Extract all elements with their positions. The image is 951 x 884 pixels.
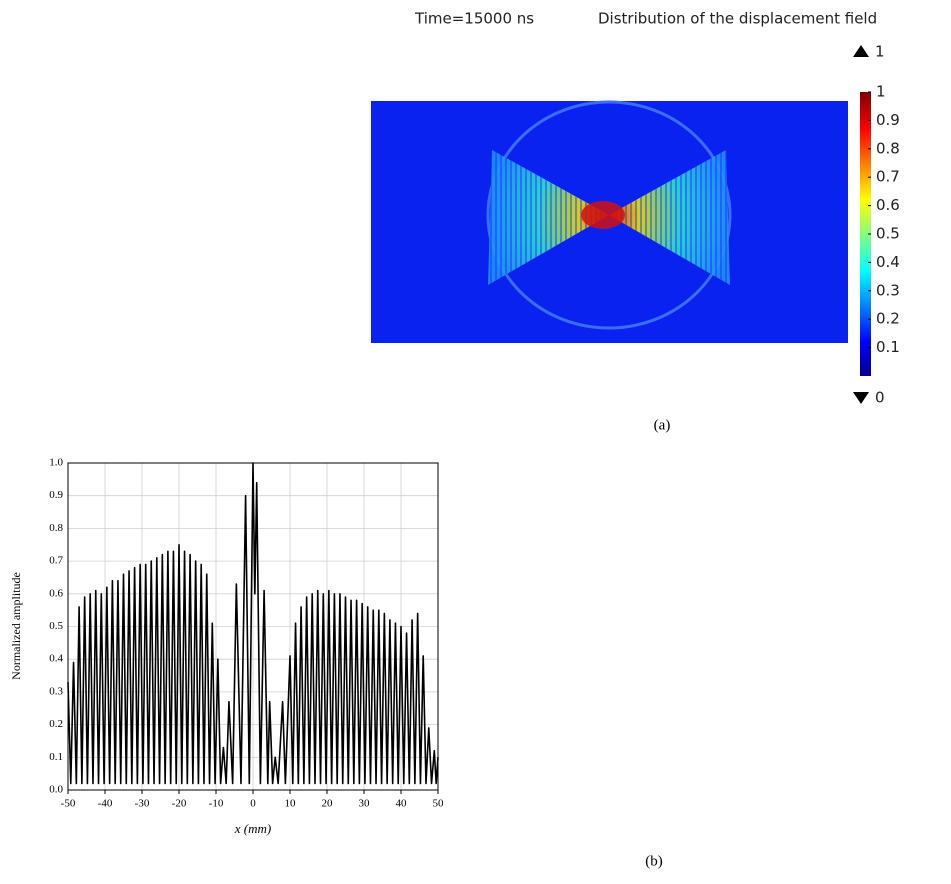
y-tick-label: 0.9 bbox=[49, 489, 63, 501]
y-tick-label: 0.7 bbox=[49, 555, 63, 567]
x-tick-label: -20 bbox=[172, 798, 187, 810]
min-label: 0 bbox=[875, 389, 885, 407]
x-tick-label: -30 bbox=[135, 798, 150, 810]
y-tick-label: 0.2 bbox=[49, 718, 63, 730]
colorbar-tick-label: 0.3 bbox=[876, 281, 900, 299]
max-marker bbox=[853, 45, 869, 57]
colorbar-tick-label: 0.1 bbox=[876, 338, 900, 356]
x-tick-label: -50 bbox=[61, 798, 76, 810]
field-subtitle: Distribution of the displacement field bbox=[598, 10, 877, 28]
x-tick-label: -40 bbox=[98, 798, 113, 810]
colorbar-tick-label: 1 bbox=[876, 83, 886, 101]
page-body: {"chart_data": [ {"type": "field", "titl… bbox=[0, 0, 951, 884]
x-tick-label: 40 bbox=[396, 798, 408, 810]
x-axis-label: x (mm) bbox=[234, 821, 271, 836]
max-label: 1 bbox=[875, 43, 885, 61]
x-tick-label: -10 bbox=[209, 798, 224, 810]
caption-a: (a) bbox=[654, 417, 671, 433]
focus-spot bbox=[581, 201, 625, 229]
y-tick-label: 0.6 bbox=[49, 587, 63, 599]
x-tick-label: 0 bbox=[250, 798, 256, 810]
colorbar-tick-label: 0.2 bbox=[876, 310, 900, 328]
x-tick-label: 20 bbox=[322, 798, 334, 810]
field-title: Time=15000 ns bbox=[414, 10, 534, 28]
caption-b: (b) bbox=[645, 853, 663, 869]
page: Displacement field figure body { margin:… bbox=[0, 0, 951, 884]
min-marker bbox=[853, 392, 869, 404]
x-tick-label: 30 bbox=[359, 798, 371, 810]
colorbar-tick-label: 0.7 bbox=[876, 168, 900, 186]
y-tick-label: 0.3 bbox=[49, 685, 63, 697]
figure: Time=15000 ns Distribution of the displa… bbox=[0, 0, 951, 884]
y-tick-label: 0.8 bbox=[49, 522, 63, 534]
colorbar-tick-label: 0.9 bbox=[876, 111, 900, 129]
colorbar-tick-label: 0.5 bbox=[876, 225, 900, 243]
x-tick-label: 10 bbox=[285, 798, 297, 810]
y-tick-label: 0.0 bbox=[49, 784, 63, 796]
y-tick-label: 0.4 bbox=[49, 653, 63, 665]
colorbar-tick-label: 0.8 bbox=[876, 139, 900, 157]
y-tick-label: 0.1 bbox=[49, 751, 63, 763]
y-axis-label: Normalized amplitude bbox=[9, 572, 23, 680]
colorbar-tick-label: 0.4 bbox=[876, 253, 900, 271]
panel-a: Time=15000 ns Distribution of the displa… bbox=[371, 10, 900, 434]
panel-b: Normalized amplitude x (mm) (b) 0.0 0.1 0.… bbox=[9, 457, 663, 870]
y-tick-label: 0.5 bbox=[49, 620, 63, 632]
x-tick-label: 50 bbox=[433, 798, 445, 810]
y-tick-label: 1.0 bbox=[49, 457, 63, 469]
colorbar-tick-label: 0.6 bbox=[876, 196, 900, 214]
